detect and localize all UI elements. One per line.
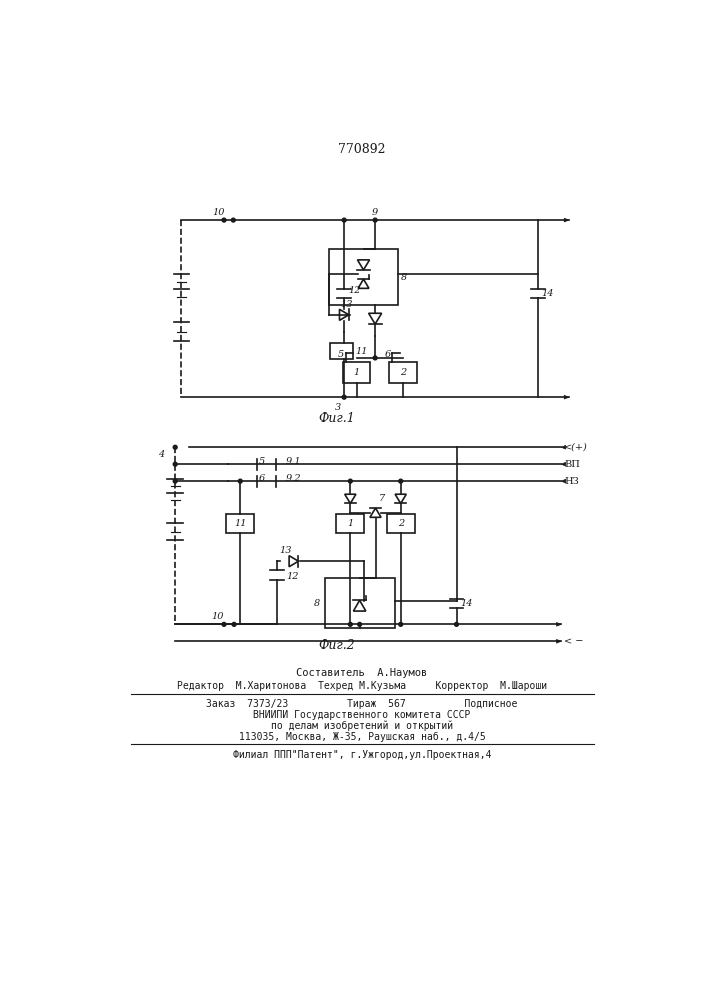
Polygon shape xyxy=(561,462,566,466)
Circle shape xyxy=(342,218,346,222)
Text: < −: < − xyxy=(564,637,583,646)
Text: 6: 6 xyxy=(385,350,391,359)
Circle shape xyxy=(399,479,403,483)
Text: 3: 3 xyxy=(335,403,341,412)
Polygon shape xyxy=(561,445,566,449)
Text: Фиг.1: Фиг.1 xyxy=(318,412,355,425)
Bar xyxy=(330,343,354,359)
Text: 10: 10 xyxy=(212,208,225,217)
Text: Фиг.2: Фиг.2 xyxy=(318,639,355,652)
Text: 5: 5 xyxy=(338,350,344,359)
Circle shape xyxy=(358,622,361,626)
Text: 9.2: 9.2 xyxy=(286,474,302,483)
Polygon shape xyxy=(564,395,569,399)
Polygon shape xyxy=(556,623,561,626)
Text: 1: 1 xyxy=(354,368,360,377)
Bar xyxy=(226,514,255,533)
Circle shape xyxy=(399,622,403,626)
Circle shape xyxy=(231,218,235,222)
Text: 5: 5 xyxy=(259,457,265,466)
Circle shape xyxy=(349,479,352,483)
Bar xyxy=(343,362,370,383)
Text: 8: 8 xyxy=(401,273,407,282)
Text: 1: 1 xyxy=(347,519,354,528)
Circle shape xyxy=(222,622,226,626)
Text: 113035, Москва, Ж-35, Раушская наб., д.4/5: 113035, Москва, Ж-35, Раушская наб., д.4… xyxy=(238,732,485,742)
Text: 9: 9 xyxy=(371,208,378,217)
Text: 14: 14 xyxy=(460,599,473,608)
Text: 13: 13 xyxy=(340,300,353,309)
Text: 10: 10 xyxy=(211,612,223,621)
Text: Заказ  7373/23          Тираж  567          Подписное: Заказ 7373/23 Тираж 567 Подписное xyxy=(206,699,518,709)
Circle shape xyxy=(349,622,352,626)
Text: 6: 6 xyxy=(259,474,265,483)
Circle shape xyxy=(173,479,177,483)
Circle shape xyxy=(373,218,377,222)
Circle shape xyxy=(238,479,243,483)
Text: 11: 11 xyxy=(234,519,247,528)
Polygon shape xyxy=(556,639,561,643)
Text: НЗ: НЗ xyxy=(564,477,579,486)
Bar xyxy=(337,514,364,533)
Bar xyxy=(387,514,414,533)
Text: 7: 7 xyxy=(379,494,385,503)
Text: по делам изобретений и открытий: по делам изобретений и открытий xyxy=(271,721,453,731)
Circle shape xyxy=(173,462,177,466)
Bar xyxy=(325,578,395,628)
Text: 2: 2 xyxy=(397,519,404,528)
Text: Филиал ППП"Патент", г.Ужгород,ул.Проектная,4: Филиал ППП"Патент", г.Ужгород,ул.Проектн… xyxy=(233,750,491,760)
Text: 9.1: 9.1 xyxy=(286,457,302,466)
Text: ВП: ВП xyxy=(564,460,580,469)
Circle shape xyxy=(232,622,236,626)
Circle shape xyxy=(222,218,226,222)
Text: 770892: 770892 xyxy=(338,143,386,156)
Polygon shape xyxy=(561,479,566,483)
Text: Редактор  М.Харитонова  Техред М.Кузьма     Корректор  М.Шароши: Редактор М.Харитонова Техред М.Кузьма Ко… xyxy=(177,681,547,691)
Circle shape xyxy=(342,395,346,399)
Text: 12: 12 xyxy=(286,572,298,581)
Text: 12: 12 xyxy=(348,286,361,295)
Text: <(+): <(+) xyxy=(564,443,588,452)
Text: 8: 8 xyxy=(314,599,320,608)
Text: 11: 11 xyxy=(356,347,368,356)
Bar xyxy=(389,362,417,383)
Circle shape xyxy=(373,356,377,360)
Text: ВНИИПИ Государственного комитета СССР: ВНИИПИ Государственного комитета СССР xyxy=(253,710,471,720)
Text: 2: 2 xyxy=(400,368,406,377)
Bar xyxy=(329,249,398,305)
Text: 13: 13 xyxy=(280,546,292,555)
Circle shape xyxy=(455,622,458,626)
Text: 4: 4 xyxy=(158,450,164,459)
Circle shape xyxy=(173,445,177,449)
Text: 14: 14 xyxy=(542,289,554,298)
Polygon shape xyxy=(564,218,569,222)
Text: Составитель  А.Наумов: Составитель А.Наумов xyxy=(296,668,428,678)
